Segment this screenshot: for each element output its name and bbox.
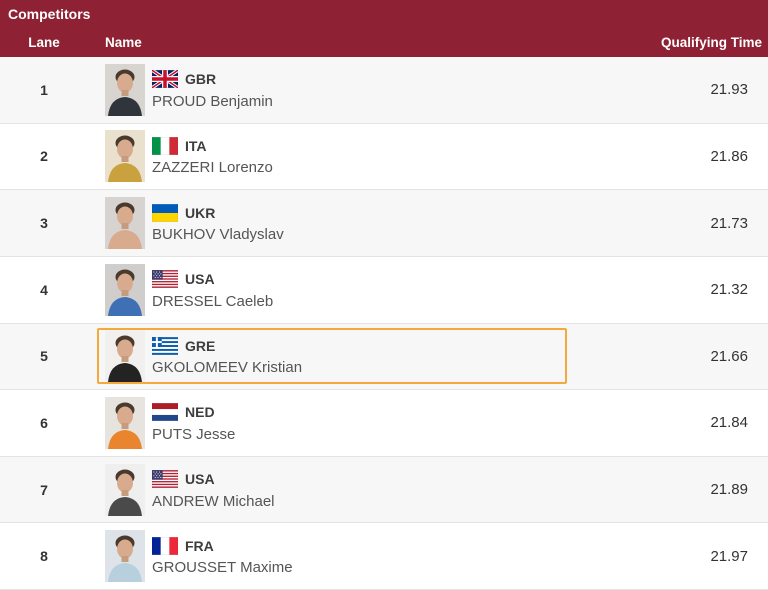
table-row[interactable]: 4 USA DRESSEL Caeleb 21.32 bbox=[0, 256, 768, 324]
athlete-name: BUKHOV Vladyslav bbox=[152, 226, 284, 244]
athlete-name: ZAZZERI Lorenzo bbox=[152, 159, 273, 177]
athlete-name: GKOLOMEEV Kristian bbox=[152, 359, 303, 377]
country-line: ITA bbox=[152, 136, 273, 155]
table-row[interactable]: 6 NED PUTS Jesse 21.84 bbox=[0, 390, 768, 457]
lane-number: 3 bbox=[40, 215, 48, 232]
country-line: FRA bbox=[152, 536, 293, 555]
competitors-table-body: 1 GBR PROUD Benjamin 21.93 2 bbox=[0, 57, 768, 590]
competitor-cell[interactable]: ITA ZAZZERI Lorenzo bbox=[97, 128, 567, 184]
athlete-photo bbox=[105, 263, 145, 316]
qualifying-time: 21.84 bbox=[710, 414, 748, 432]
table-row[interactable]: 1 GBR PROUD Benjamin 21.93 bbox=[0, 57, 768, 124]
competitor-info: USA ANDREW Michael bbox=[152, 470, 275, 510]
table-row[interactable]: 8 FRA GROUSSET Maxime 21.97 bbox=[0, 523, 768, 590]
athlete-name: PUTS Jesse bbox=[152, 425, 236, 443]
table-row[interactable]: 2 ITA ZAZZERI Lorenzo 21.86 bbox=[0, 123, 768, 191]
flag-usa-icon bbox=[152, 470, 178, 489]
athlete-photo bbox=[105, 530, 145, 583]
country-line: UKR bbox=[152, 203, 284, 222]
qualifying-time: 21.89 bbox=[710, 481, 748, 499]
competitor-cell[interactable]: USA ANDREW Michael bbox=[97, 462, 567, 518]
competitor-info: UKR BUKHOV Vladyslav bbox=[152, 203, 284, 243]
country-line: NED bbox=[152, 403, 235, 422]
column-header-name: Name bbox=[105, 35, 142, 50]
athlete-photo bbox=[105, 63, 145, 116]
lane-number: 4 bbox=[40, 281, 48, 298]
country-code: GRE bbox=[185, 337, 216, 354]
qualifying-time: 21.97 bbox=[710, 547, 748, 565]
competitor-cell[interactable]: NED PUTS Jesse bbox=[97, 395, 567, 451]
flag-ned-icon bbox=[152, 403, 178, 422]
country-line: GBR bbox=[152, 70, 273, 89]
athlete-photo bbox=[105, 197, 145, 250]
flag-fra-icon bbox=[152, 536, 178, 555]
competitor-cell[interactable]: USA DRESSEL Caeleb bbox=[97, 262, 567, 318]
competitor-info: ITA ZAZZERI Lorenzo bbox=[152, 136, 273, 176]
qualifying-time: 21.86 bbox=[710, 147, 748, 165]
qualifying-time: 21.32 bbox=[710, 281, 748, 299]
country-code: ITA bbox=[185, 137, 207, 154]
qualifying-time: 21.93 bbox=[710, 81, 748, 99]
athlete-name: GROUSSET Maxime bbox=[152, 559, 293, 577]
panel-title-bar: Competitors bbox=[0, 0, 768, 28]
competitor-cell[interactable]: GRE GKOLOMEEV Kristian bbox=[97, 328, 567, 385]
country-code: UKR bbox=[185, 204, 216, 221]
table-row[interactable]: 5 GRE GKOLOMEEV Kristian 21.66 bbox=[0, 323, 768, 391]
country-code: GBR bbox=[185, 71, 217, 88]
country-line: GRE bbox=[152, 336, 302, 355]
table-row[interactable]: 3 UKR BUKHOV Vladyslav 21.73 bbox=[0, 190, 768, 257]
lane-number: 1 bbox=[40, 81, 48, 98]
competitor-info: FRA GROUSSET Maxime bbox=[152, 536, 293, 576]
qualifying-time: 21.73 bbox=[710, 214, 748, 232]
lane-number: 6 bbox=[40, 414, 48, 431]
column-header-lane: Lane bbox=[28, 35, 60, 50]
lane-number: 7 bbox=[40, 481, 48, 498]
competitor-info: GRE GKOLOMEEV Kristian bbox=[152, 336, 302, 376]
qualifying-time: 21.66 bbox=[710, 347, 748, 365]
column-header-qualifying-time: Qualifying Time bbox=[660, 35, 762, 50]
table-header: Lane Name Qualifying Time bbox=[0, 28, 768, 57]
country-code: NED bbox=[185, 404, 215, 421]
competitor-info: USA DRESSEL Caeleb bbox=[152, 270, 273, 310]
flag-gre-icon bbox=[152, 336, 178, 355]
country-code: USA bbox=[185, 471, 215, 488]
flag-ukr-icon bbox=[152, 203, 178, 222]
lane-number: 5 bbox=[40, 348, 48, 365]
athlete-photo bbox=[105, 330, 145, 383]
athlete-name: ANDREW Michael bbox=[152, 492, 275, 510]
table-row[interactable]: 7 USA ANDREW Michael 21.89 bbox=[0, 456, 768, 524]
athlete-photo bbox=[105, 396, 145, 449]
lane-number: 8 bbox=[40, 548, 48, 565]
competitor-info: NED PUTS Jesse bbox=[152, 403, 235, 443]
athlete-name: PROUD Benjamin bbox=[152, 92, 273, 110]
country-code: USA bbox=[185, 271, 215, 288]
flag-usa-icon bbox=[152, 270, 178, 289]
country-line: USA bbox=[152, 270, 273, 289]
athlete-photo bbox=[105, 130, 145, 183]
competitor-cell[interactable]: FRA GROUSSET Maxime bbox=[97, 528, 567, 584]
country-line: USA bbox=[152, 470, 275, 489]
flag-ita-icon bbox=[152, 136, 178, 155]
panel-title: Competitors bbox=[8, 6, 91, 22]
competitor-cell[interactable]: GBR PROUD Benjamin bbox=[97, 62, 567, 118]
lane-number: 2 bbox=[40, 148, 48, 165]
athlete-name: DRESSEL Caeleb bbox=[152, 292, 274, 310]
competitor-info: GBR PROUD Benjamin bbox=[152, 70, 273, 110]
country-code: FRA bbox=[185, 537, 214, 554]
athlete-photo bbox=[105, 463, 145, 516]
flag-gbr-icon bbox=[152, 70, 178, 89]
competitor-cell[interactable]: UKR BUKHOV Vladyslav bbox=[97, 195, 567, 251]
